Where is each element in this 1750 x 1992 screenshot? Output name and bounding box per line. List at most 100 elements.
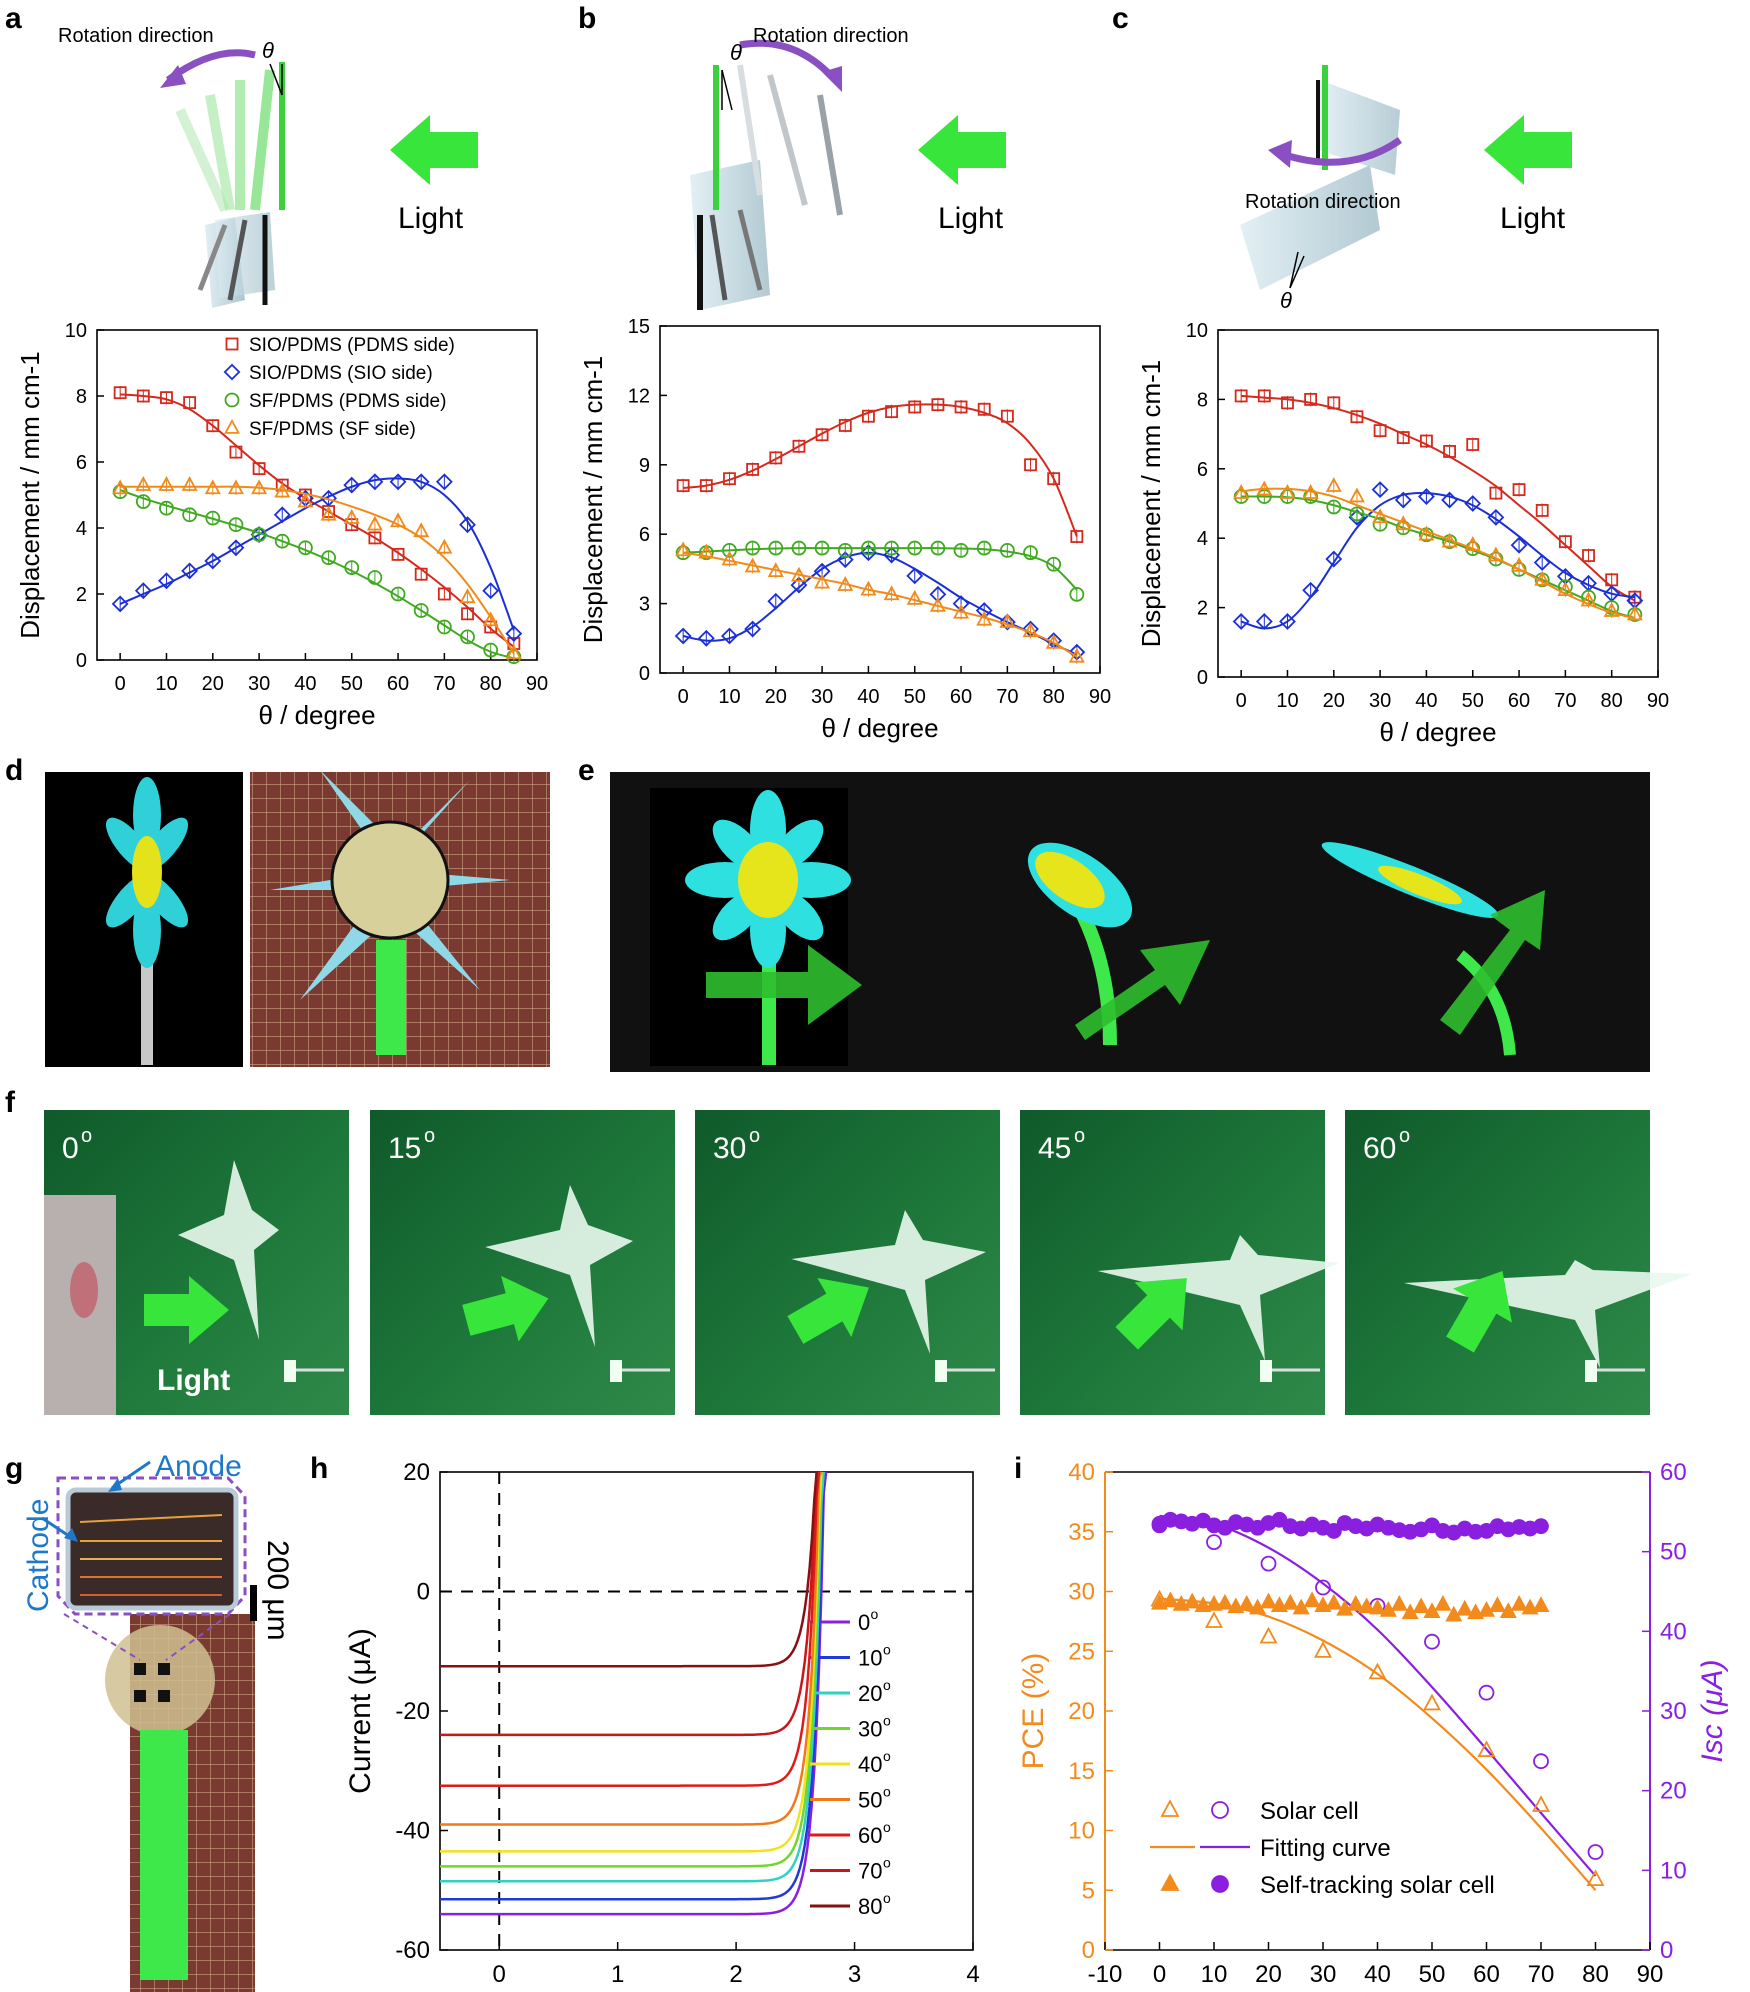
data-point — [367, 570, 383, 585]
light-arrow-icon — [706, 945, 862, 1025]
data-point — [745, 540, 761, 556]
legend-label: SF/PDMS (SF side) — [249, 419, 416, 440]
data-point — [134, 582, 152, 600]
tracking-pce-point — [1161, 1591, 1179, 1608]
data-point — [1466, 438, 1480, 451]
photo-d-left — [45, 772, 243, 1067]
legend-label: 0 — [858, 1610, 870, 1635]
tracking-pce-point — [1259, 1592, 1278, 1609]
series-1 — [1232, 481, 1644, 630]
iv-curve-1 — [440, 1471, 826, 1901]
plot-frame — [659, 325, 1101, 674]
data-point — [767, 562, 784, 577]
data-point — [273, 506, 291, 524]
tracking-pce-point — [1281, 1593, 1299, 1610]
photo-d-right — [250, 770, 550, 1067]
data-point — [1373, 424, 1387, 438]
solar-cell-isc-point — [1206, 1534, 1222, 1551]
x-tick-label: 50 — [904, 686, 926, 708]
data-point — [113, 386, 127, 400]
data-point — [181, 476, 198, 491]
data-point — [343, 476, 361, 494]
degree-mark: o — [1399, 1125, 1410, 1147]
isc-fit-curve — [1159, 1514, 1597, 1877]
data-point — [182, 507, 198, 523]
rotation-direction-label: Rotation direction — [1245, 191, 1401, 213]
data-point — [1580, 591, 1597, 607]
tracking-pce-point — [1325, 1593, 1343, 1610]
data-point — [1325, 550, 1343, 568]
x-tick-label: 50 — [1419, 1961, 1446, 1988]
plot-frame — [439, 1471, 974, 1951]
tracking-pce-point — [1205, 1595, 1223, 1611]
data-point — [1022, 622, 1039, 638]
photo-frame-0: 0 o Light — [44, 1110, 349, 1415]
y-right-tick-label: 10 — [1660, 1857, 1687, 1884]
tracking-pce-point — [1434, 1595, 1452, 1611]
data-point — [1441, 532, 1458, 548]
x-tick-label: 40 — [1364, 1961, 1391, 1988]
flower-tilted-30 — [1027, 842, 1210, 1046]
iv-curve-2 — [440, 1471, 826, 1883]
flower-illustration — [105, 777, 189, 1065]
x-tick-label: 0 — [1236, 690, 1247, 712]
data-point — [907, 540, 923, 556]
legend-label: 60 — [858, 1823, 882, 1848]
y-left-tick-label: 5 — [1082, 1877, 1095, 1904]
rotating-sheets-illustration — [175, 62, 285, 308]
scale-bar — [250, 1585, 257, 1621]
legend-marker — [223, 418, 241, 434]
x-tick-label: 2 — [729, 1961, 742, 1988]
light-label: Light — [1500, 202, 1566, 235]
y-tick-label: -20 — [395, 1698, 430, 1725]
light-arrow-icon — [390, 115, 478, 185]
y-right-tick-label: 50 — [1660, 1539, 1687, 1566]
legend-label: SIO/PDMS (SIO side) — [249, 363, 433, 384]
photo-g-device: Anode Cathode 200 μm — [22, 1450, 294, 1992]
degree-mark: o — [1074, 1125, 1085, 1147]
data-point — [929, 596, 946, 612]
data-point — [390, 512, 407, 528]
y-left-tick-label: 20 — [1068, 1698, 1095, 1725]
panel-label-h: h — [310, 1452, 328, 1485]
data-point — [1326, 499, 1342, 515]
panel-label-e: e — [578, 754, 595, 787]
data-point — [460, 629, 475, 645]
y-tick-label: 0 — [1197, 667, 1208, 689]
data-point — [1557, 581, 1574, 597]
y-tick-label: 12 — [628, 385, 650, 407]
panel-label-d: d — [5, 754, 23, 787]
x-tick-label: 60 — [950, 686, 972, 708]
rotating-sheets-illustration — [1240, 65, 1400, 290]
light-arrow-icon — [462, 1275, 549, 1342]
data-point — [1255, 613, 1273, 630]
legend-degree-mark: o — [883, 1890, 891, 1906]
data-point — [389, 473, 407, 491]
data-point — [505, 625, 523, 643]
tracking-pce-point — [1336, 1599, 1354, 1616]
data-point — [1371, 481, 1389, 499]
legend-degree-mark: o — [883, 1855, 891, 1871]
legend-marker — [223, 363, 241, 381]
legend-marker — [1211, 1875, 1229, 1893]
data-point — [436, 538, 453, 554]
data-point — [930, 540, 946, 556]
fit-line — [119, 489, 515, 660]
y-tick-label: 0 — [76, 650, 87, 672]
x-tick-label: 1 — [611, 1961, 624, 1988]
data-point — [483, 642, 499, 658]
legend-degree-mark: o — [883, 1819, 891, 1835]
flower-silhouette — [485, 1185, 633, 1347]
iv-curve-0 — [440, 1471, 828, 1916]
theta-symbol: θ — [262, 38, 274, 63]
tracking-pce-point — [1183, 1592, 1201, 1609]
tracking-pce-point — [1303, 1591, 1321, 1608]
legend-label: Self-tracking solar cell — [1260, 1872, 1495, 1899]
solar-cell-isc-point — [1478, 1684, 1495, 1701]
data-point — [792, 439, 806, 453]
flower-silhouette — [1097, 1235, 1339, 1361]
data-point — [906, 589, 923, 605]
data-point — [697, 629, 715, 647]
